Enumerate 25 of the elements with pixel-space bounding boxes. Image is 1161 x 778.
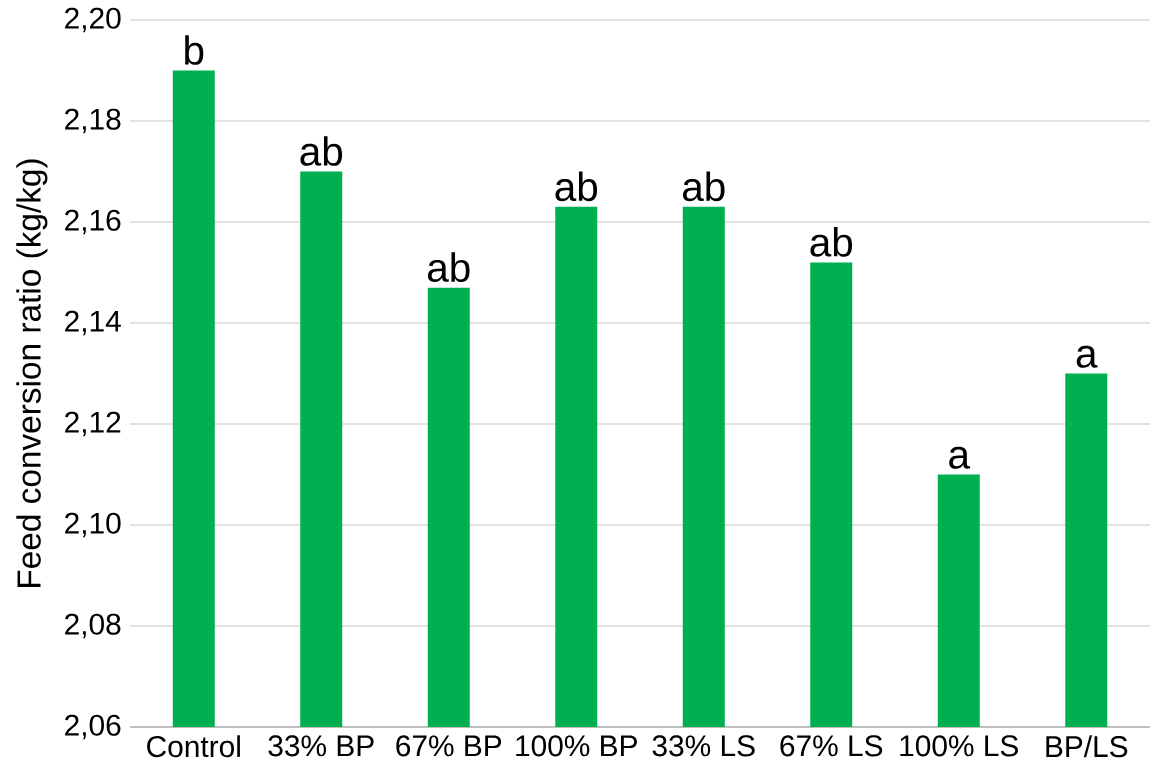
x-tick-label: 33% LS <box>652 735 755 757</box>
annotation: ab <box>810 227 853 257</box>
y-axis-title: Feed conversion ratio (kg/kg) <box>16 159 48 587</box>
annotation: a <box>1076 345 1098 368</box>
y-tick-label: 2,20 <box>65 7 121 33</box>
annotation: ab <box>555 171 598 202</box>
y-tick-label: 2,14 <box>65 310 121 336</box>
x-tick-label: Control <box>147 735 240 758</box>
x-tick-label: 100% LS <box>900 735 1018 757</box>
x-tick-label: 33% BP <box>268 735 374 757</box>
y-tick-label: 2,12 <box>65 411 121 437</box>
annotation: a <box>949 446 971 469</box>
annotation: b <box>185 35 204 65</box>
y-tick-label: 2,16 <box>65 209 121 235</box>
y-tick-label: 2,10 <box>65 512 121 538</box>
x-tick-label: BP/LS <box>1046 735 1128 758</box>
x-tick-label: 100% BP <box>516 735 637 757</box>
y-tick-label: 2,08 <box>65 613 121 639</box>
x-tick-label: 67% LS <box>780 735 883 757</box>
x-tick-label: 67% BP <box>396 735 502 757</box>
annotation: ab <box>300 136 343 166</box>
y-tick-label: 2,18 <box>65 108 121 134</box>
y-tick-label: 2,06 <box>65 714 121 740</box>
annotation: ab <box>427 252 470 283</box>
annotation: ab <box>682 171 725 202</box>
